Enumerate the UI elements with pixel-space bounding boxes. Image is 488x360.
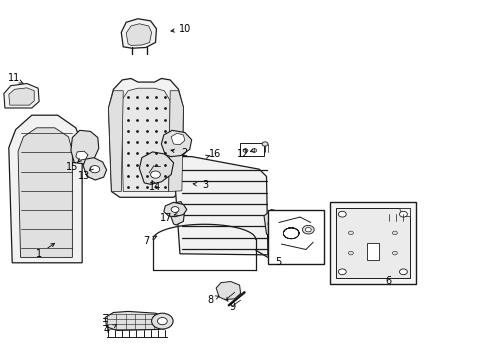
Polygon shape <box>139 152 173 184</box>
Polygon shape <box>126 24 151 45</box>
Polygon shape <box>121 19 156 48</box>
Polygon shape <box>9 115 82 263</box>
Circle shape <box>90 166 100 173</box>
Circle shape <box>150 171 160 178</box>
Circle shape <box>243 149 247 152</box>
Text: 12: 12 <box>237 149 249 159</box>
Circle shape <box>302 225 314 234</box>
Polygon shape <box>163 202 186 217</box>
Text: 17: 17 <box>160 213 172 223</box>
Text: 5: 5 <box>275 257 281 267</box>
Polygon shape <box>168 202 184 225</box>
Polygon shape <box>264 210 284 237</box>
Polygon shape <box>161 130 191 157</box>
Polygon shape <box>168 91 183 192</box>
Text: 3: 3 <box>202 180 208 190</box>
Polygon shape <box>108 78 183 197</box>
Text: 15: 15 <box>66 162 79 172</box>
Polygon shape <box>9 88 34 105</box>
Polygon shape <box>121 88 170 192</box>
Text: 4: 4 <box>103 325 109 336</box>
Text: 2: 2 <box>182 148 187 158</box>
Polygon shape <box>173 157 267 255</box>
Circle shape <box>305 228 311 232</box>
Polygon shape <box>83 158 106 180</box>
Polygon shape <box>108 91 123 192</box>
Circle shape <box>262 142 267 146</box>
Circle shape <box>171 207 179 212</box>
Bar <box>329 202 415 284</box>
Text: 6: 6 <box>385 276 391 286</box>
Polygon shape <box>171 133 184 145</box>
Text: 9: 9 <box>229 302 235 312</box>
Bar <box>335 208 409 278</box>
Bar <box>366 243 378 260</box>
Bar <box>239 143 264 156</box>
Polygon shape <box>4 84 39 108</box>
Text: 8: 8 <box>207 294 213 305</box>
Circle shape <box>392 231 397 235</box>
Text: 13: 13 <box>78 171 90 181</box>
Circle shape <box>151 313 173 329</box>
Text: 14: 14 <box>149 182 162 192</box>
Polygon shape <box>76 151 88 160</box>
Text: 10: 10 <box>178 24 191 34</box>
Text: 7: 7 <box>143 236 149 246</box>
Circle shape <box>267 220 279 228</box>
Bar <box>267 210 324 264</box>
Polygon shape <box>71 130 99 164</box>
Circle shape <box>347 251 352 255</box>
Polygon shape <box>216 282 240 300</box>
Polygon shape <box>398 208 409 216</box>
Circle shape <box>347 231 352 235</box>
Circle shape <box>338 269 346 275</box>
Polygon shape <box>18 128 72 257</box>
Text: 1: 1 <box>36 249 42 259</box>
Text: 16: 16 <box>208 149 221 159</box>
Circle shape <box>338 211 346 217</box>
Circle shape <box>392 251 397 255</box>
Circle shape <box>399 211 407 217</box>
Circle shape <box>157 318 167 325</box>
Circle shape <box>399 269 407 275</box>
Circle shape <box>251 149 256 152</box>
Polygon shape <box>105 311 167 330</box>
Text: 11: 11 <box>7 73 20 84</box>
